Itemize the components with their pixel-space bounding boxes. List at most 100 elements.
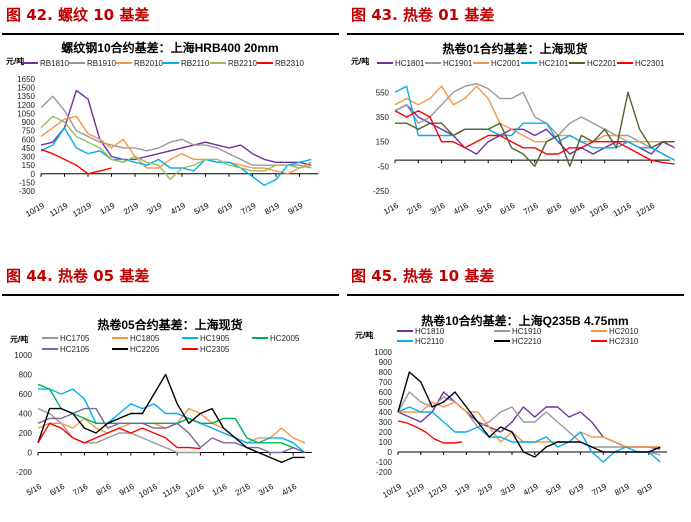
series-line-hc2101 <box>394 85 675 161</box>
x-tick-label: 4/16 <box>280 482 298 498</box>
y-tick-label: 750 <box>22 127 36 136</box>
y-tick-label: -250 <box>373 187 390 196</box>
series-line-rb2310 <box>40 148 112 175</box>
x-tick-label: 11/19 <box>404 482 426 500</box>
x-tick-label: 6/19 <box>216 201 234 217</box>
section-title: 图 44. 热卷 05 基差 <box>6 267 150 285</box>
legend-label: RB2110 <box>181 59 210 68</box>
panel-hc-05-basis: 图 44. 热卷 05 基差 热卷05合约基差：上海现货 元/吨 1000 800 60… <box>0 261 345 522</box>
x-tick-label: 3/16 <box>429 201 447 217</box>
series-line-hc1801 <box>394 103 675 155</box>
series-line-hc1705 <box>37 407 201 454</box>
legend-label: HC2010 <box>609 327 639 336</box>
y-tick-label: 0 <box>28 449 33 458</box>
x-tick-label: 3/19 <box>146 201 164 217</box>
y-tick-label: 100 <box>379 438 393 447</box>
legend-label: HC1801 <box>395 59 425 68</box>
y-tick-label: 600 <box>22 135 36 144</box>
x-tick-label: 12/16 <box>634 201 656 219</box>
x-tick-label: 12/16 <box>184 482 206 500</box>
divider <box>2 33 339 35</box>
x-tick-label: 6/16 <box>48 482 66 498</box>
series-line-hc2105 <box>37 407 306 454</box>
legend-label: HC2001 <box>491 59 521 68</box>
x-tick-label: 2/16 <box>405 201 423 217</box>
y-tick-label: 400 <box>379 408 393 417</box>
x-tick-label: 1/16 <box>382 201 400 217</box>
legend-label: HC2101 <box>539 59 569 68</box>
x-tick-label: 7/19 <box>240 201 258 217</box>
y-tick-label: 150 <box>376 138 390 147</box>
x-tick-label: 9/19 <box>287 201 305 217</box>
series-line-hc1910 <box>397 391 661 456</box>
y-axis-unit: 元/吨 <box>351 56 369 66</box>
y-tick-label: 550 <box>376 88 390 97</box>
legend-label: HC2310 <box>609 337 639 346</box>
x-tick-label: 11/16 <box>612 201 634 219</box>
x-tick-label: 11/16 <box>161 482 183 500</box>
series-line-hc2305 <box>37 422 201 450</box>
y-tick-label: -200 <box>16 468 33 477</box>
chart-rebar-10-basis: 螺纹钢10合约基差：上海HRB400 20mm元/吨16501500135012… <box>6 40 319 219</box>
y-tick-label: 1000 <box>14 351 32 360</box>
y-axis-unit: 元/吨 <box>355 330 373 340</box>
y-tick-label: 0 <box>31 170 36 179</box>
legend-label: HC1805 <box>130 334 160 343</box>
legend-label: HC2201 <box>587 59 617 68</box>
x-tick-label: 1/19 <box>99 201 117 217</box>
x-tick-label: 9/19 <box>636 482 654 498</box>
legend-label: HC2305 <box>200 345 230 354</box>
y-tick-label: 800 <box>19 371 33 380</box>
series-line-rb1910 <box>40 95 312 169</box>
x-tick-label: 2/16 <box>234 482 252 498</box>
x-tick-label: 4/19 <box>169 201 187 217</box>
legend-label: RB1810 <box>40 59 69 68</box>
y-tick-label: 500 <box>379 398 393 407</box>
x-tick-label: 8/19 <box>263 201 281 217</box>
series-line-rb2010 <box>40 115 312 175</box>
y-tick-label: 1200 <box>17 101 35 110</box>
x-tick-label: 9/16 <box>118 482 136 498</box>
panel-hc-10-basis: 图 45. 热卷 10 基差 热卷10合约基差：上海Q235B 4.75mm 元/… <box>345 261 690 522</box>
y-tick-label: -50 <box>377 162 389 171</box>
legend-label: HC2105 <box>60 345 90 354</box>
series-line-rb2210 <box>40 115 312 181</box>
series-line-hc2005 <box>37 383 306 454</box>
y-tick-label: -300 <box>19 187 36 196</box>
y-tick-label: -200 <box>376 468 393 477</box>
y-tick-label: 900 <box>379 358 393 367</box>
x-tick-label: 5/16 <box>475 201 493 217</box>
series-line-hc1905 <box>38 388 306 454</box>
section-title: 图 45. 热卷 10 基差 <box>351 267 495 285</box>
x-tick-label: 2/19 <box>476 482 494 498</box>
x-tick-label: 7/16 <box>522 201 540 217</box>
x-tick-label: 4/16 <box>452 201 470 217</box>
y-tick-label: 1500 <box>17 84 35 93</box>
chart-title: 螺纹钢10合约基差：上海HRB400 20mm <box>61 40 278 55</box>
panel-rebar-10-basis: 图 42. 螺纹 10 基差 螺纹钢10合约基差：上海HRB400 20mm 元/… <box>0 0 345 261</box>
divider <box>347 33 684 35</box>
y-tick-label: -150 <box>19 178 36 187</box>
x-tick-label: 5/19 <box>193 201 211 217</box>
legend-label: RB2310 <box>275 59 304 68</box>
y-tick-label: -100 <box>376 458 393 467</box>
y-tick-label: 200 <box>379 428 393 437</box>
y-tick-label: 1650 <box>17 75 35 84</box>
x-tick-label: 6/16 <box>499 201 517 217</box>
legend-label: HC1901 <box>443 59 473 68</box>
y-tick-label: 600 <box>379 388 393 397</box>
series-line-hc2201 <box>395 91 675 168</box>
chart-hc-10-basis: 热卷10合约基差：上海Q235B 4.75mm元/吨10009008007006… <box>355 313 668 500</box>
x-tick-label: 10/19 <box>381 482 403 500</box>
x-tick-label: 6/19 <box>567 482 585 498</box>
x-tick-label: 8/16 <box>95 482 113 498</box>
x-tick-label: 7/19 <box>590 482 608 498</box>
y-tick-label: 900 <box>22 118 36 127</box>
series-line-hc2210 <box>397 371 661 458</box>
x-tick-label: 5/16 <box>25 482 43 498</box>
legend-label: HC1810 <box>415 327 445 336</box>
x-tick-label: 9/16 <box>568 201 586 217</box>
x-tick-label: 8/16 <box>545 201 563 217</box>
chart-title: 热卷01合约基差：上海现货 <box>442 41 587 56</box>
